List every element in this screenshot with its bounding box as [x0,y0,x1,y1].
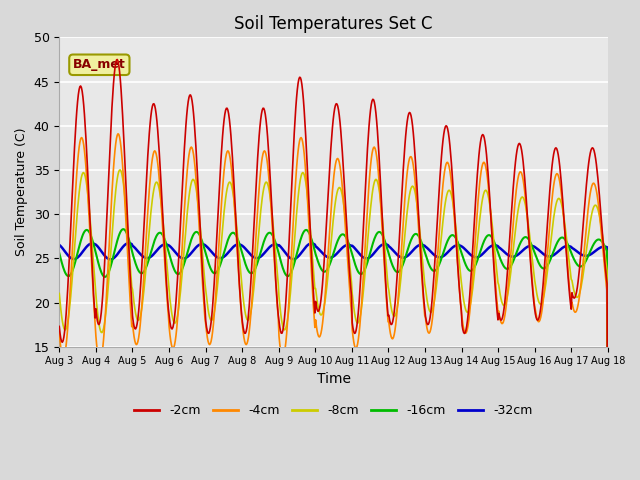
-4cm [65,303,73,309]
-2cm [56,324,63,329]
-16cm [417,238,425,244]
-8cm [123,212,131,217]
Title: Soil Temperatures Set C: Soil Temperatures Set C [234,15,433,33]
-8cm [207,317,215,323]
-4cm [179,246,186,252]
-16cm [207,267,215,273]
-16cm [56,250,63,256]
Legend: -2cm, -4cm, -8cm, -16cm, -32cm: -2cm, -4cm, -8cm, -16cm, -32cm [129,399,538,422]
-16cm [120,226,127,232]
-16cm [401,256,409,262]
-2cm [417,254,425,260]
Line: -32cm: -32cm [60,243,608,480]
-2cm [65,257,73,263]
-2cm [401,143,409,148]
-8cm [179,271,186,277]
-32cm [401,254,409,260]
-4cm [604,477,612,480]
-8cm [116,167,124,173]
-2cm [207,319,215,325]
Text: BA_met: BA_met [73,58,125,71]
-32cm [56,242,63,248]
-32cm [65,254,73,260]
-2cm [179,188,186,194]
-2cm [113,57,121,62]
-8cm [56,290,63,296]
-2cm [123,194,131,200]
-8cm [65,309,73,314]
-32cm [604,477,612,480]
-8cm [417,240,425,245]
-4cm [56,330,63,336]
-16cm [604,477,612,480]
Line: -16cm: -16cm [60,229,608,480]
-32cm [417,242,425,248]
-4cm [401,196,409,202]
Line: -8cm: -8cm [60,170,608,480]
-4cm [207,338,215,344]
-4cm [114,131,122,137]
-32cm [125,240,132,246]
-2cm [604,477,612,480]
-16cm [123,229,131,235]
-32cm [179,255,186,261]
-32cm [207,249,215,254]
-16cm [179,266,186,272]
-32cm [122,241,129,247]
-16cm [65,273,73,279]
Line: -4cm: -4cm [60,134,608,480]
Y-axis label: Soil Temperature (C): Soil Temperature (C) [15,128,28,256]
X-axis label: Time: Time [317,372,351,386]
-8cm [401,232,409,238]
-4cm [417,261,425,267]
Line: -2cm: -2cm [60,60,608,480]
-8cm [604,477,612,480]
-4cm [123,228,131,233]
